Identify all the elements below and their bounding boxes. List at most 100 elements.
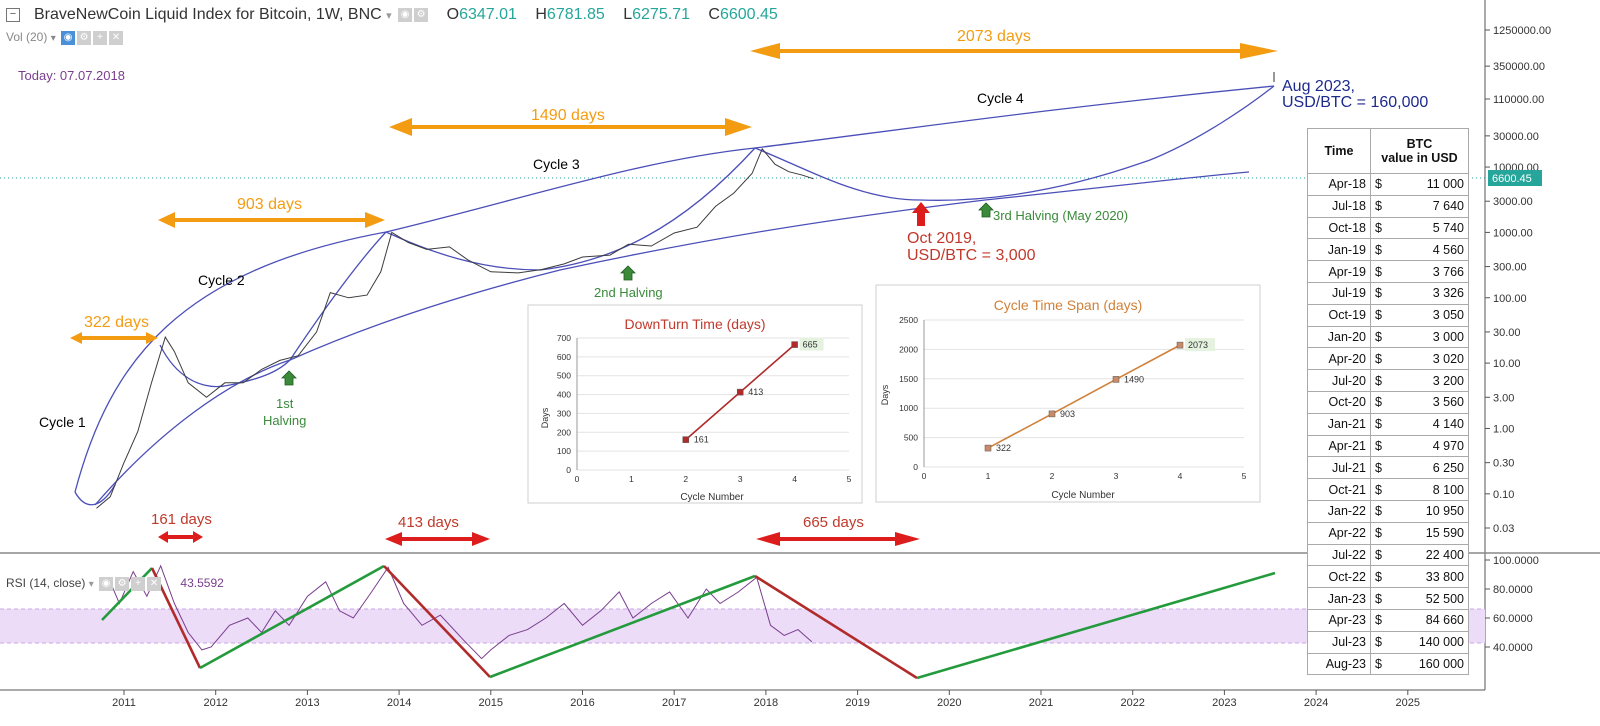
- table-cell-value: 15 590: [1385, 521, 1469, 545]
- vol-indicator-label[interactable]: Vol (20): [6, 30, 48, 44]
- table-cell-value: 4 140: [1385, 412, 1469, 436]
- settings-icon[interactable]: ⚙: [414, 7, 429, 22]
- table-cell-value: 3 200: [1385, 369, 1469, 392]
- mini-xtick-label: 1: [629, 474, 634, 484]
- mini-data-label: 1490: [1124, 374, 1144, 384]
- mini-ytick-label: 2500: [899, 315, 918, 325]
- table-cell-value: 4 970: [1385, 434, 1469, 458]
- time-axis-label: 2018: [754, 697, 778, 709]
- chevron-down-icon[interactable]: ▾: [88, 579, 94, 590]
- price-axis-label: 0.03: [1493, 523, 1514, 535]
- table-cell-currency: $: [1370, 412, 1385, 436]
- table-row: Oct-19 $3 050: [1307, 303, 1469, 327]
- price-axis-label: 3.00: [1493, 392, 1514, 404]
- rsi-axis-label: 80.0000: [1493, 584, 1533, 596]
- price-axis-label: 10.00: [1493, 358, 1521, 370]
- mini-data-label: 322: [996, 443, 1011, 453]
- mini-xtick-label: 5: [1242, 471, 1247, 481]
- time-axis-label: 2025: [1396, 697, 1420, 709]
- price-axis-label: 0.30: [1493, 458, 1514, 470]
- table-cell-value: 52 500: [1385, 587, 1469, 610]
- chevron-down-icon[interactable]: ▾: [386, 10, 392, 22]
- price-axis-label: 3000.00: [1493, 196, 1533, 208]
- mini-data-point: [791, 341, 798, 348]
- table-row: Jul-20 $3 200: [1307, 369, 1469, 392]
- table-cell-currency: $: [1370, 608, 1385, 632]
- today-label: Today: 07.07.2018: [18, 68, 125, 83]
- table-row: Apr-20 $3 020: [1307, 347, 1469, 371]
- last-price-tag: [1488, 170, 1542, 186]
- mini-ytick-label: 400: [557, 390, 571, 400]
- mini-ytick-label: 100: [557, 446, 571, 456]
- span-xlabel: Cycle Number: [1051, 490, 1115, 501]
- table-cell-value: 3 560: [1385, 390, 1469, 414]
- halving1-label-line2: Halving: [263, 413, 306, 428]
- table-cell-currency: $: [1370, 543, 1385, 567]
- table-cell-time: Apr-21: [1307, 434, 1371, 458]
- price-axis-label: 1000.00: [1493, 227, 1533, 239]
- eye-icon[interactable]: ◉: [61, 30, 76, 45]
- cycle2-curve: [159, 231, 387, 388]
- table-row: Jul-23 $140 000: [1307, 630, 1469, 654]
- table-cell-time: Jul-23: [1307, 630, 1371, 654]
- time-axis: 2011 2012 2013 2014 2015 2016 2017 2018 2019 2020…: [112, 690, 1420, 709]
- cycle2-label: Cycle 2: [198, 272, 245, 288]
- table-cell-time: Jan-22: [1307, 499, 1371, 523]
- table-row: Oct-22 $33 800: [1307, 565, 1469, 589]
- table-row: Oct-21 $8 100: [1307, 478, 1469, 501]
- rsi-down-line-3: [754, 574, 918, 680]
- cycle3-label: Cycle 3: [533, 156, 580, 172]
- mini-label-bg: [1185, 338, 1215, 352]
- mini-ytick-label: 300: [557, 408, 571, 418]
- table-cell-time: Jul-21: [1307, 456, 1371, 480]
- symbol-title[interactable]: BraveNewCoin Liquid Index for Bitcoin, 1…: [34, 6, 382, 23]
- rsi-indicator-label[interactable]: RSI (14, close): [6, 576, 86, 590]
- price-axis-label: 0.10: [1493, 489, 1514, 501]
- mini-label-bg: [799, 337, 824, 351]
- close-icon[interactable]: ✕: [109, 30, 124, 45]
- settings-icon[interactable]: ⚙: [115, 576, 130, 591]
- span-arrows-bottom: [158, 531, 920, 546]
- plus-icon[interactable]: +: [131, 576, 146, 591]
- rsi-series-line: [109, 564, 813, 660]
- chevron-down-icon[interactable]: ▾: [50, 33, 56, 44]
- table-row: Jan-22 $10 950: [1307, 499, 1469, 523]
- table-cell-currency: $: [1370, 630, 1385, 654]
- span-arrow-1490: [389, 118, 752, 136]
- table-cell-time: Jan-21: [1307, 412, 1371, 436]
- table-cell-value: 3 000: [1385, 325, 1469, 349]
- time-axis-label: 2022: [1120, 697, 1144, 709]
- cycle3-curve: [385, 147, 756, 271]
- mini-xtick-label: 0: [922, 471, 927, 481]
- table-cell-value: 84 660: [1385, 608, 1469, 632]
- eye-icon[interactable]: ◉: [99, 576, 114, 591]
- table-cell-time: Oct-19: [1307, 303, 1371, 327]
- mini-xtick-label: 2: [683, 474, 688, 484]
- close-icon[interactable]: ✕: [147, 576, 162, 591]
- rsi-axis-label: 40.0000: [1493, 642, 1533, 654]
- table-cell-currency: $: [1370, 521, 1385, 545]
- span-arrow-413: [385, 532, 490, 546]
- table-cell-time: Jul-18: [1307, 194, 1371, 218]
- settings-icon[interactable]: ⚙: [77, 30, 92, 45]
- plus-icon[interactable]: +: [93, 30, 108, 45]
- table-cell-currency: $: [1370, 434, 1385, 458]
- table-cell-time: Jan-23: [1307, 587, 1371, 610]
- table-cell-time: Oct-21: [1307, 478, 1371, 501]
- table-cell-time: Apr-20: [1307, 347, 1371, 371]
- table-cell-currency: $: [1370, 173, 1385, 196]
- table-row: Jul-19 $3 326: [1307, 281, 1469, 305]
- halving1-arrow: [281, 370, 297, 386]
- mini-ytick-label: 1500: [899, 374, 918, 384]
- rsi-up-line-2: [199, 564, 385, 670]
- eye-icon[interactable]: ◉: [398, 7, 413, 22]
- lower-envelope-curve: [94, 171, 1250, 506]
- table-cell-time: Apr-18: [1307, 173, 1371, 196]
- mini-data-point: [984, 444, 992, 452]
- price-series-line: [96, 147, 814, 509]
- collapse-icon[interactable]: −: [6, 8, 20, 22]
- table-cell-value: 3 326: [1385, 281, 1469, 305]
- price-axis-label: 110000.00: [1493, 94, 1544, 106]
- mini-data-label: 665: [803, 340, 818, 350]
- downturn-time-chart: DownTurn Time (days) 0 100 200 300 400 500 600…: [527, 304, 863, 504]
